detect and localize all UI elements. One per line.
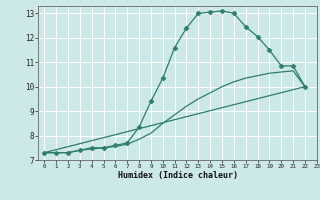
X-axis label: Humidex (Indice chaleur): Humidex (Indice chaleur) (118, 171, 238, 180)
